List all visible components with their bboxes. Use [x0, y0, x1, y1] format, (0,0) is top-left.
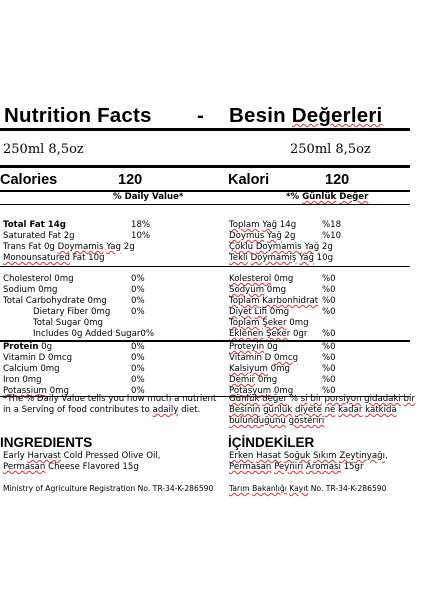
footnote-right-line1: Günlük değer % si bir porsiyon gidadaki …	[229, 394, 415, 404]
footnote-right-line3: bulunduğunu gösteriri	[229, 416, 325, 426]
calories-value: 120	[118, 172, 143, 188]
title-turkish: Besin Değerleri	[229, 104, 383, 127]
nutrient-protein-pct: 0%	[131, 342, 145, 352]
besin-diyet-lifi-pct: %0	[322, 307, 336, 317]
title-dash: -	[197, 104, 205, 127]
icindekiler-heading: İÇİNDEKİLER	[228, 435, 315, 450]
nutrient-sodium-pct: 0%	[131, 285, 145, 295]
volume-right: 250ml 8,5oz	[290, 142, 371, 157]
ingredients-line1: Early Harvast Cold Pressed Olive Oil,	[3, 451, 161, 461]
calories-label: Calories	[0, 172, 58, 188]
besin-toplam-karbonhidrat: Toplam Karbonhidrat	[229, 296, 319, 306]
besin-toplam-yag: Toplam Yağ 14g	[229, 220, 297, 230]
besin-vitamin-d: Vitamin D 0mcg	[229, 353, 299, 363]
nutrient-calcium-pct: 0%	[131, 364, 145, 374]
nutrient-monounsaturated-fat: Monounsatured Fat 10g	[3, 253, 105, 263]
daily-value-header: % Daily Value*	[113, 192, 184, 202]
nutrient-added-sugar: Includes 0g Added Sugar0%	[33, 329, 155, 339]
nutrient-protein: Protein 0g	[3, 342, 53, 352]
gunluk-deger-header: *% Günlük Değer	[286, 192, 369, 202]
volume-rule	[0, 165, 410, 168]
footnote-left-line2: in a Serving of food contributes to adai…	[3, 405, 201, 415]
nutrient-total-fat-pct: 18%	[131, 220, 151, 230]
nutrient-trans-fat: Trans Fat 0g Doymamis Yag 2g	[3, 242, 135, 252]
icindekiler-line1: Erken Hasat Soğuk Sıkım Zeytinyağı,	[229, 451, 388, 461]
nutrient-cholesterol-pct: 0%	[131, 274, 145, 284]
footnote-left-line1: *The % Daily Value tells you how much a …	[3, 394, 217, 404]
besin-toplam-yag-pct: %18	[322, 220, 342, 230]
title-rule	[0, 128, 410, 131]
besin-coklu-doymamis: Çoklu Doymamis Yağ 2g	[229, 242, 333, 252]
calories-rule	[0, 190, 410, 192]
besin-demir: Demir 0mg	[229, 375, 278, 385]
besin-potasyum: Potasyum 0mg	[229, 386, 294, 396]
besin-doymus-yag: Doymus Yağ 2g	[229, 231, 296, 241]
nutrient-vitamin-d: Vitamin D 0mcg	[3, 353, 73, 363]
besin-eklenen-seker: Eklenen Şeker 0gr	[229, 329, 308, 339]
fat-rule	[0, 266, 410, 267]
besin-eklenen-seker-pct: %0	[322, 329, 336, 339]
nutrient-calcium: Calcium 0mg	[3, 364, 60, 374]
nutrient-iron-pct: 0%	[131, 375, 145, 385]
footnote-right-line2: Besinin günlük diyete ne kadar katkida	[229, 405, 397, 415]
nutrient-iron: Iron 0mg	[3, 375, 42, 385]
nutrient-saturated-fat: Saturated Fat 2g	[3, 231, 75, 241]
besin-proteyin: Proteyin 0g	[229, 342, 278, 352]
nutrient-potassium: Potassium 0mg	[3, 386, 69, 396]
besin-kalsiyum: Kalsiyum 0mg	[229, 364, 290, 374]
nutrient-total-sugar: Total Sugar 0mg	[33, 318, 103, 328]
carb-rule	[0, 340, 410, 342]
besin-proteyin-pct: %0	[322, 342, 336, 352]
besin-tekli-doymamis: Tekli Doymamiş Yağ 10g	[229, 253, 334, 263]
nutrient-total-fat: Total Fat 14g	[3, 220, 66, 230]
ingredients-heading: INGREDIENTS	[0, 435, 93, 450]
nutrient-dietary-fiber: Dietary Fiber 0mg	[33, 307, 111, 317]
vitamin-rule	[0, 396, 410, 397]
volume-left: 250ml 8,5oz	[3, 142, 84, 157]
kalori-value: 120	[325, 172, 350, 188]
besin-toplam-seker: Toplam Şeker 0mg	[229, 318, 309, 328]
besin-sodyum: Sodyum 0mg	[229, 285, 287, 295]
nutrient-total-carbohydrate: Total Carbohydrate 0mg	[3, 296, 107, 306]
icindekiler-line2: Permasan Peyniri Aromasi 15gr	[229, 462, 364, 472]
nutrient-total-carbohydrate-pct: 0%	[131, 296, 145, 306]
besin-sodyum-pct: %0	[322, 285, 336, 295]
nutrient-potassium-pct: 0%	[131, 386, 145, 396]
title-english: Nutrition Facts	[4, 104, 152, 127]
nutrient-sodium: Sodium 0mg	[3, 285, 58, 295]
nutrient-dietary-fiber-pct: 0%	[131, 307, 145, 317]
ingredients-line2: Permasan Cheese Flavored 15g	[3, 462, 139, 472]
nutrient-cholesterol: Cholesterol 0mg	[3, 274, 74, 284]
nutrient-vitamin-d-pct: 0%	[131, 353, 145, 363]
dv-rule	[0, 204, 410, 205]
besin-doymus-yag-pct: %10	[322, 231, 342, 241]
nutrient-saturated-fat-pct: 10%	[131, 231, 151, 241]
registration-right: Tarım Bakanlığı Kayıt No. TR-34-K-286590	[229, 484, 387, 493]
kalori-label: Kalori	[228, 172, 270, 188]
besin-toplam-karbonhidrat-pct: %0	[322, 296, 336, 306]
besin-diyet-lifi: Diyet Lifi 0mg	[229, 307, 290, 317]
besin-kolesterol-pct: %0	[322, 274, 336, 284]
besin-kolesterol: Kolesterol 0mg	[229, 274, 294, 284]
besin-demir-pct: %0	[322, 375, 336, 385]
besin-kalsiyum-pct: %0	[322, 364, 336, 374]
registration-left: Ministry of Agriculture Registration No.…	[3, 484, 214, 493]
besin-vitamin-d-pct: %0	[322, 353, 336, 363]
besin-potasyum-pct: %0	[322, 386, 336, 396]
